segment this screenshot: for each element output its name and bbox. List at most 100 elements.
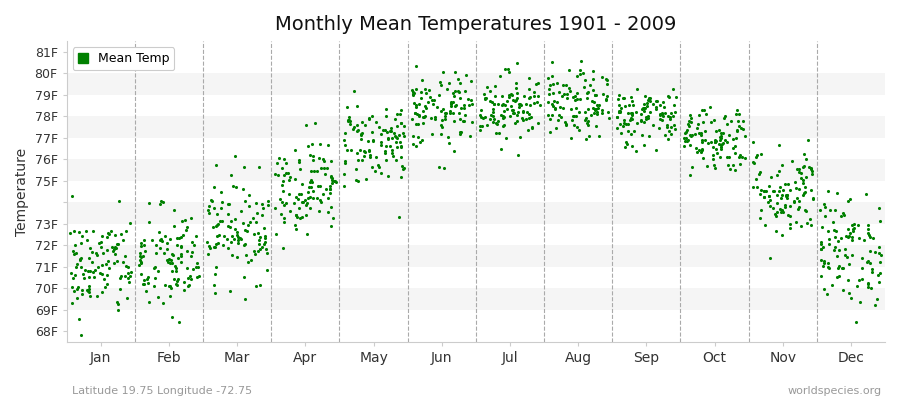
Point [238,252,253,258]
Point [82,274,96,280]
Point [830,190,844,196]
Point [96,276,111,283]
Point [814,241,828,248]
Point [360,138,374,144]
Point [283,174,297,180]
Point [595,107,609,114]
Point [573,96,588,102]
Point [613,109,627,116]
Point [97,284,112,290]
Point [806,196,821,202]
Point [618,139,633,145]
Point [204,198,219,204]
Point [634,111,648,118]
Point [396,130,410,136]
Point [255,201,269,207]
Point [278,200,293,206]
Point [704,139,718,145]
Point [680,138,694,145]
Point [282,170,296,176]
Point [303,205,318,211]
Point [578,109,592,115]
Point [508,97,523,104]
Point [313,140,328,147]
Point [76,291,90,298]
Point [703,104,717,110]
Point [725,145,740,152]
Point [373,124,387,130]
Point [545,101,560,107]
Point [754,187,769,193]
Point [228,216,242,222]
Point [412,112,427,118]
Point [641,113,655,119]
Point [729,110,743,117]
Point [516,117,530,123]
Point [558,122,572,128]
Point [447,87,462,94]
Point [377,148,392,154]
Point [483,98,498,104]
Point [851,277,866,283]
Point [252,234,266,240]
Point [133,259,148,265]
Point [874,252,888,258]
Point [506,97,520,104]
Point [617,144,632,150]
Point [133,256,148,263]
Point [200,239,214,245]
Point [384,128,399,135]
Point [488,82,502,89]
Point [357,148,372,154]
Point [832,263,846,270]
Point [855,255,869,262]
Point [642,133,656,139]
Point [612,92,626,98]
Point [170,235,184,241]
Point [70,295,85,301]
Point [653,116,668,122]
Point [566,121,580,128]
Point [643,94,657,101]
Point [780,212,795,218]
Point [322,190,337,196]
Point [174,253,188,259]
Point [629,147,643,154]
Point [544,73,559,79]
Point [732,122,746,129]
Point [176,279,191,285]
Point [91,264,105,270]
Point [101,229,115,236]
Point [88,267,103,273]
Point [396,166,410,172]
Point [772,188,787,194]
Point [805,171,819,178]
Point [804,222,818,228]
Point [863,234,878,240]
Point [845,236,859,243]
Point [644,98,658,104]
Point [723,166,737,172]
Point [772,168,787,174]
Point [516,109,530,115]
Point [94,289,109,296]
Point [81,288,95,294]
Point [787,199,801,205]
Point [350,128,365,134]
Point [223,172,238,178]
Point [251,230,266,236]
Point [796,192,810,198]
Point [390,135,404,142]
Point [708,139,723,146]
Point [464,132,478,139]
Point [638,114,652,120]
Point [661,136,675,142]
Point [551,116,565,123]
Point [464,78,478,84]
Point [435,124,449,130]
Point [612,109,626,115]
Point [582,82,597,88]
Point [543,116,557,122]
Point [542,86,556,92]
Point [559,120,573,127]
